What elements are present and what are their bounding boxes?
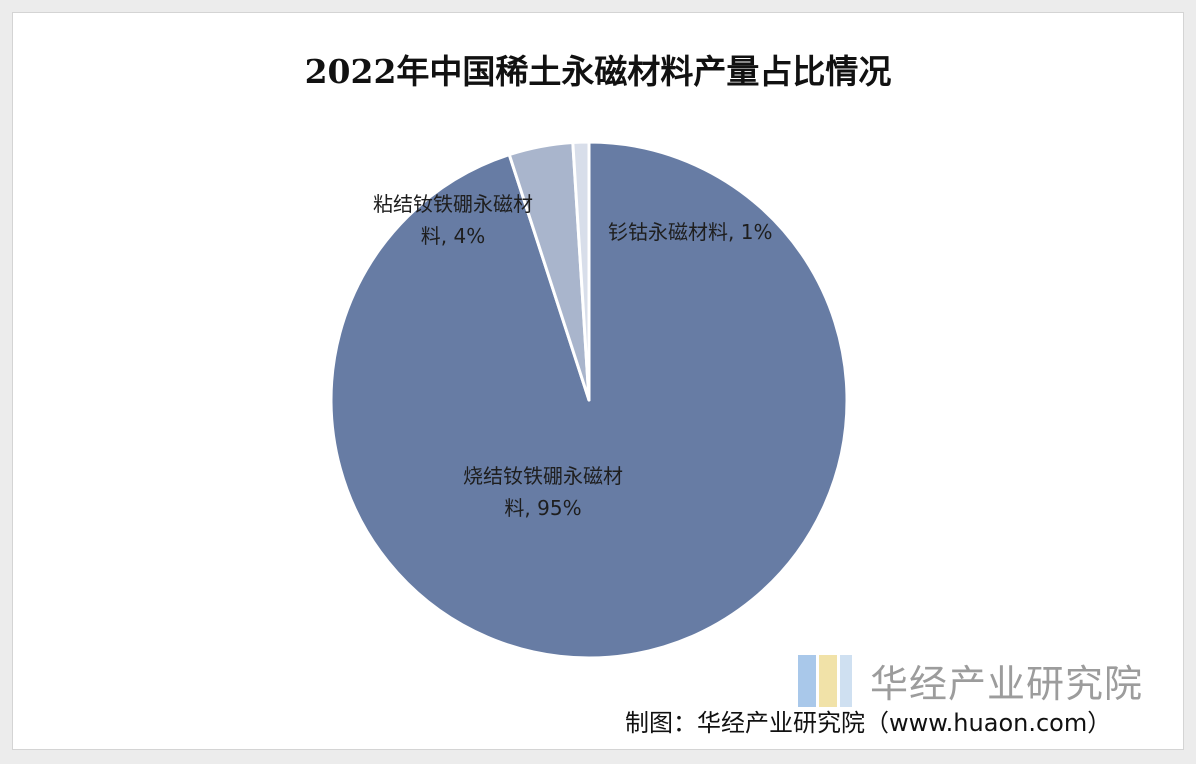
watermark: 华经产业研究院: [798, 653, 1143, 708]
slice-label-2: 粘结钕铁硼永磁材料, 4%: [373, 192, 533, 248]
watermark-text: 华经产业研究院: [870, 662, 1144, 706]
source-note: 制图：华经产业研究院（www.huaon.com）: [625, 709, 1112, 737]
slice-label-1: 烧结钕铁硼永磁材料, 95%: [463, 464, 623, 520]
pie-chart: 烧结钕铁硼永磁材料, 95% 粘结钕铁硼永磁材料, 4% 钐钴永磁材料, 1%: [329, 140, 849, 660]
pie-slice-3: [571, 140, 591, 402]
chart-title: 2022年中国稀土永磁材料产量占比情况: [304, 52, 892, 91]
huajing-logo-icon: [798, 654, 852, 707]
chart-frame: 2022年中国稀土永磁材料产量占比情况 烧结钕铁硼永磁材料, 95% 粘结钕铁硼永…: [12, 12, 1184, 750]
slice-label-3: 钐钴永磁材料, 1%: [608, 220, 772, 244]
